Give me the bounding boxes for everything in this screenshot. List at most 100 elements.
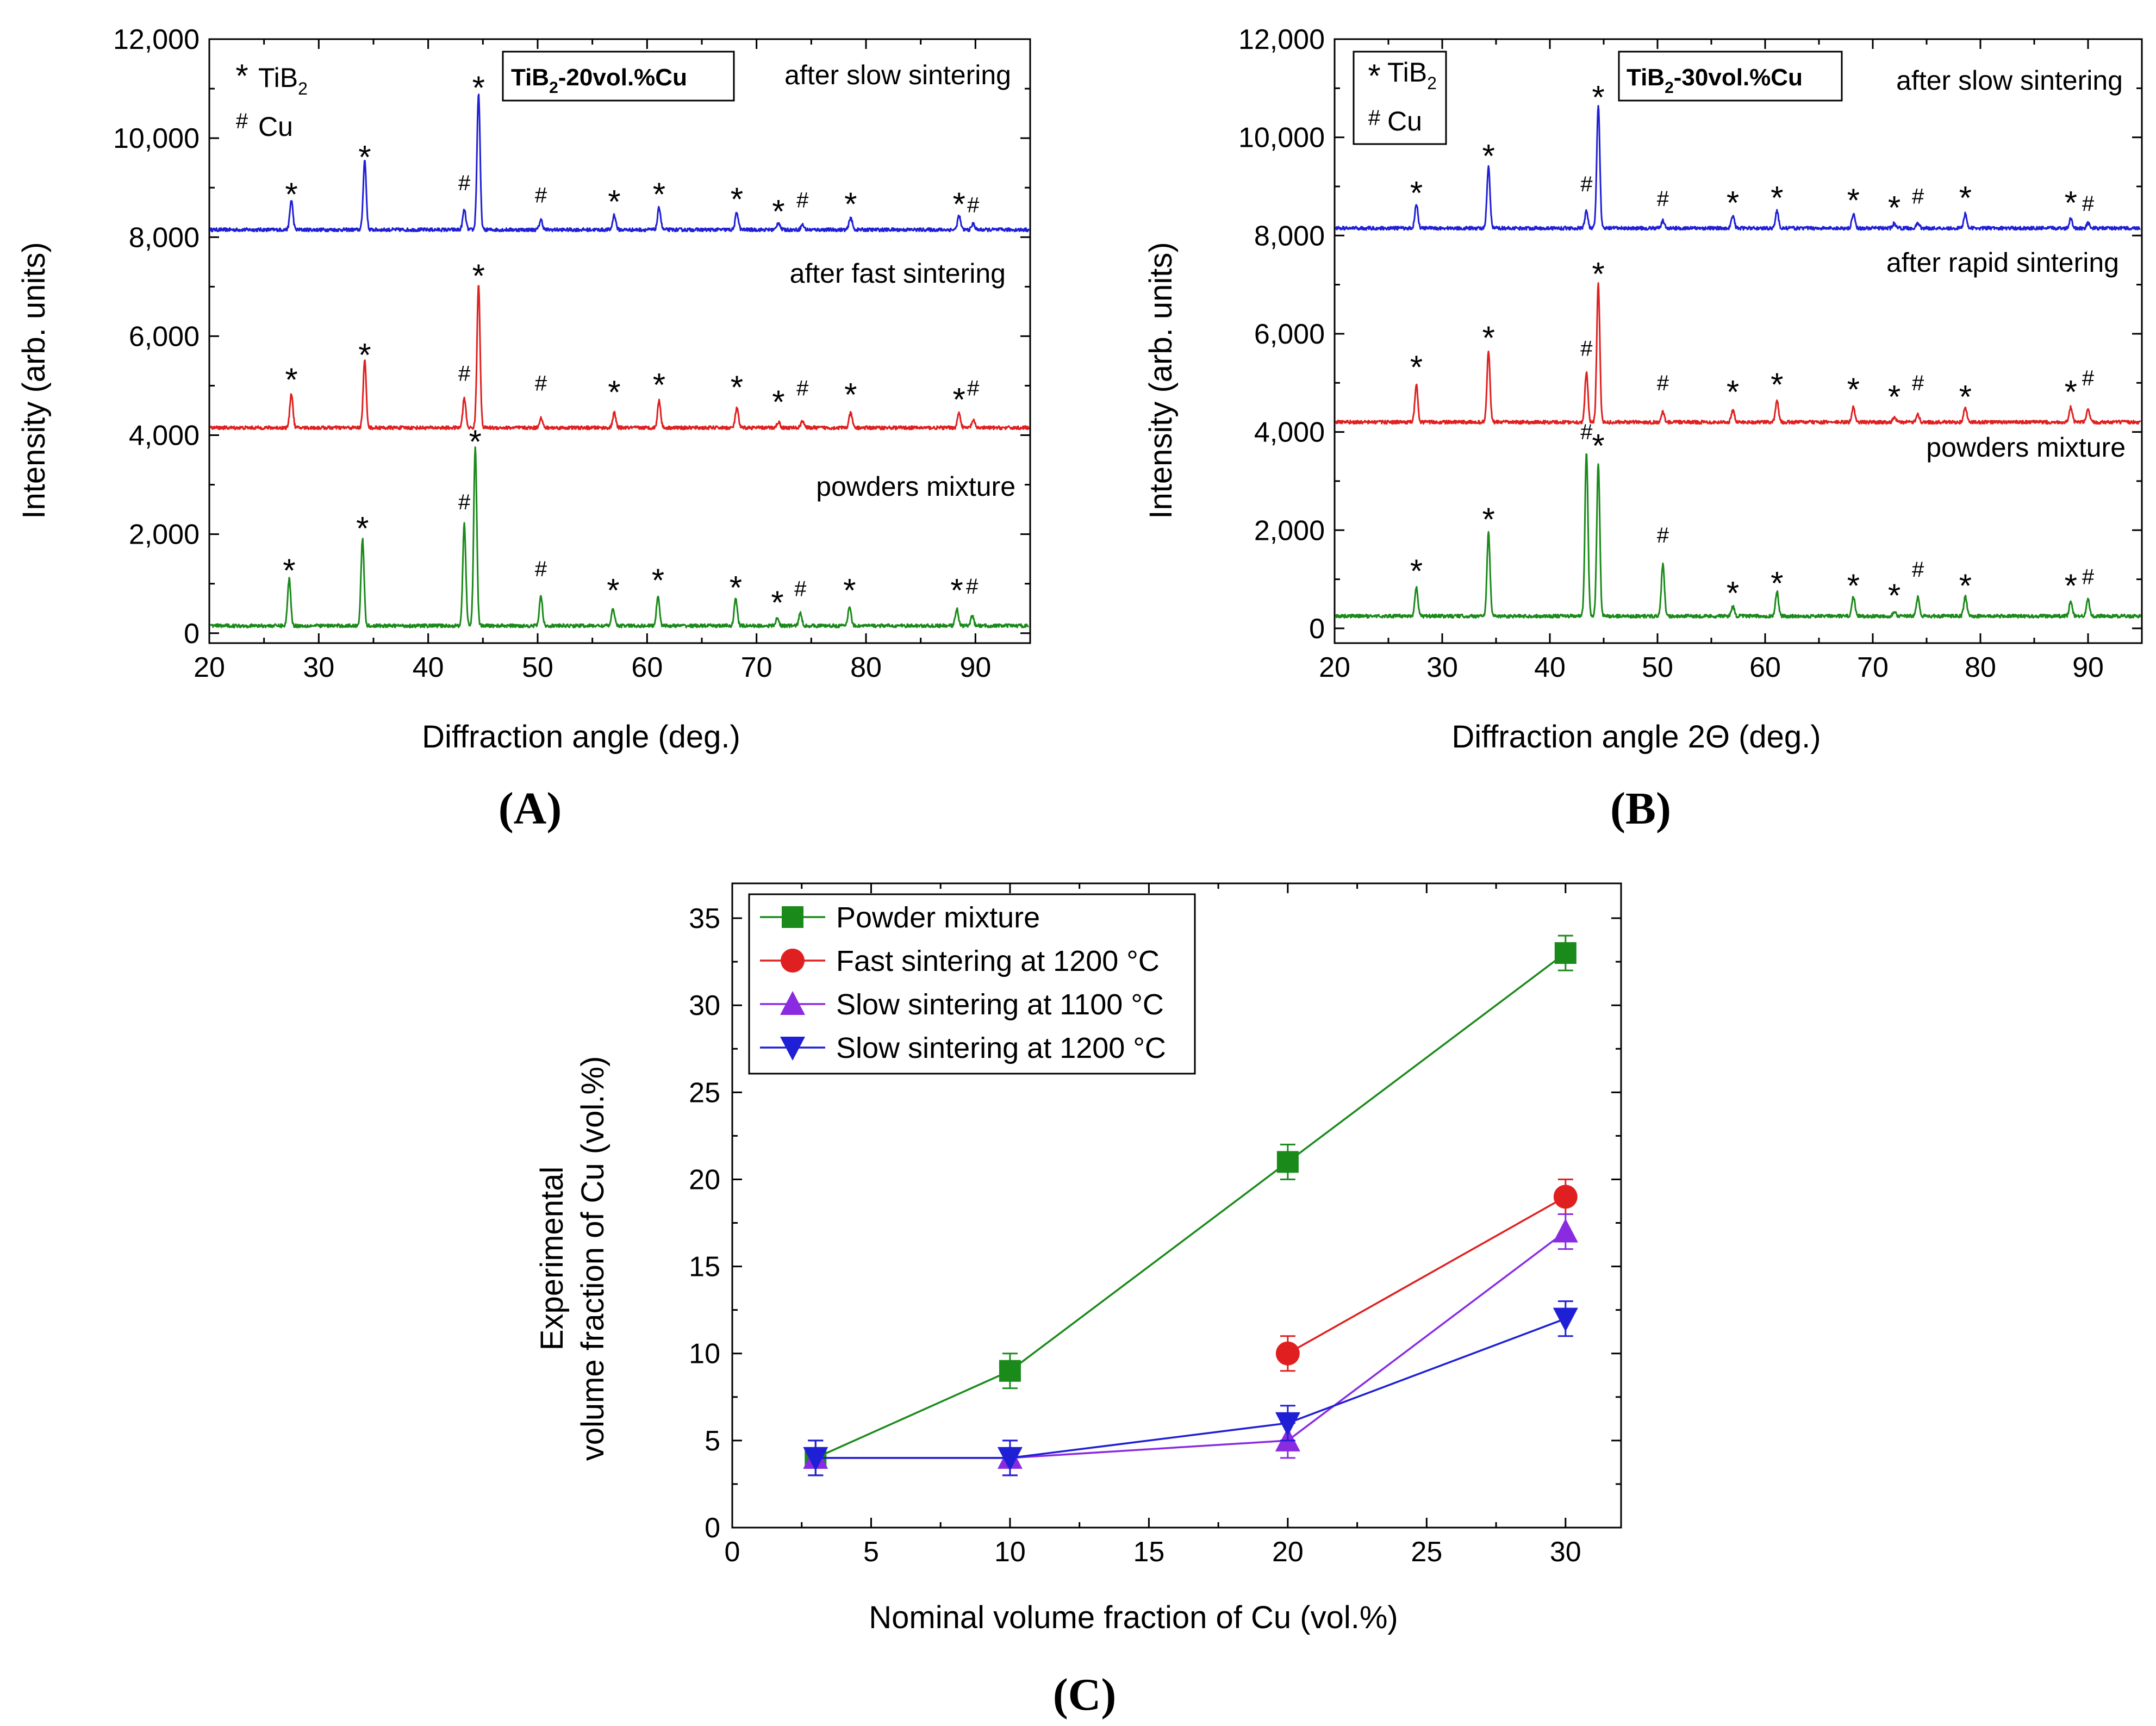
series-line-1 (1287, 1195, 1566, 1355)
cu-peak-marker: # (1912, 558, 1924, 582)
data-point (997, 1447, 1023, 1471)
tib2-peak-marker: * (731, 369, 743, 406)
x-tick-label: 25 (1411, 1536, 1442, 1568)
legend-entry: Fast sintering at 1200 °C (836, 945, 1160, 977)
data-point (1553, 1218, 1578, 1243)
y-tick-label: 12,000 (1238, 24, 1325, 55)
panel-label-b: (B) (1610, 783, 1671, 834)
chart-panel-b: 20 30 40 50 60 70 80 90 0 2,000 4,000 6,000 8,000 10,… (1143, 24, 2143, 834)
x-tick-label: 90 (959, 652, 991, 683)
legend-marker (780, 991, 805, 1015)
y-tick-label: 0 (1309, 613, 1325, 645)
tib2-peak-marker: * (1592, 428, 1604, 464)
series-label: powders mixture (1926, 432, 2126, 463)
tib2-peak-marker: * (772, 384, 784, 420)
x-tick-label: 80 (1965, 652, 1996, 683)
tib2-peak-marker: * (608, 374, 620, 410)
cu-peak-marker: # (458, 362, 471, 385)
tib2-peak-marker: * (608, 183, 620, 220)
legend-box (748, 893, 1196, 1075)
sample-label-prefix: TiB (511, 64, 549, 91)
tib2-peak-marker: * (1592, 79, 1604, 115)
data-point (1275, 1412, 1300, 1436)
y-tick-label: 25 (689, 1077, 720, 1108)
tib2-peak-marker: * (285, 176, 297, 213)
legend-tib2-text: TiB (1387, 57, 1427, 88)
tib2-peak-marker: * (1482, 501, 1494, 538)
plot-frame (1334, 38, 2143, 644)
tib2-peak-marker: * (1771, 180, 1783, 216)
tib2-peak-marker: * (1771, 565, 1783, 602)
cu-peak-marker: # (796, 189, 809, 213)
cu-peak-marker: # (1912, 185, 1924, 209)
x-axis-title: Diffraction angle (deg.) (422, 719, 740, 755)
data-point (1553, 1185, 1578, 1209)
data-point (1553, 1307, 1578, 1332)
legend-tib2-label: TiB2 (1387, 57, 1437, 93)
series-label: after slow sintering (1896, 65, 2123, 96)
x-tick-label: 50 (1642, 652, 1673, 683)
cu-peak-marker: # (2082, 192, 2095, 216)
tib2-peak-marker: * (731, 181, 743, 217)
tib2-peak-marker: * (843, 572, 856, 608)
x-tick-label: 80 (850, 652, 882, 683)
x-tick-label: 20 (194, 652, 225, 683)
tib2-peak-marker: * (1959, 568, 1972, 604)
tib2-peak-marker: * (1888, 378, 1900, 415)
cu-peak-marker: # (967, 377, 980, 401)
legend-cu-symbol: # (1368, 106, 1381, 130)
cu-peak-marker: # (535, 372, 547, 396)
y-tick-label: 4,000 (129, 420, 200, 452)
sample-label: TiB2-20vol.%Cu (511, 64, 687, 97)
legend-cu-symbol: # (236, 109, 248, 133)
y-tick-label: 5 (705, 1425, 720, 1457)
series-label: powders mixture (816, 471, 1015, 502)
legend-entry: Powder mixture (836, 901, 1040, 934)
y-tick-label: 15 (689, 1251, 720, 1283)
tib2-peak-marker: * (358, 139, 371, 175)
x-tick-label: 5 (863, 1536, 879, 1568)
cu-peak-marker: # (458, 171, 471, 195)
tib2-peak-marker: * (1959, 378, 1972, 415)
series-label: after slow sintering (784, 60, 1011, 90)
sample-label-suffix: -30vol.%Cu (1674, 64, 1803, 91)
tib2-peak-marker: * (1959, 180, 1972, 216)
y-axis-title: Intensity (arb. units) (1143, 242, 1179, 519)
legend-tib2-label: TiB2 (258, 63, 308, 98)
tib2-peak-marker: * (2065, 568, 2077, 604)
tib2-peak-marker: * (1482, 320, 1494, 356)
tib2-peak-marker: * (285, 362, 297, 398)
series-line-3 (815, 1318, 1566, 1459)
x-tick-label: 30 (1550, 1536, 1581, 1568)
x-tick-label: 20 (1272, 1536, 1304, 1568)
xrd-trace-2 (209, 446, 1029, 628)
cu-peak-marker: # (966, 575, 979, 599)
sample-label: TiB2-30vol.%Cu (1627, 64, 1803, 97)
cu-peak-marker: # (535, 557, 547, 581)
cu-peak-marker: # (1580, 172, 1593, 196)
y-tick-label: 4,000 (1254, 417, 1325, 448)
y-tick-label: 6,000 (129, 321, 200, 352)
legend-marker (782, 906, 803, 928)
cu-peak-marker: # (1580, 420, 1593, 444)
chart-panel-a: 20 30 40 50 60 70 80 90 0 2,000 4,000 6,000 8,000 10,… (16, 24, 1031, 834)
x-tick-label: 40 (413, 652, 444, 683)
x-tick-label: 0 (725, 1536, 740, 1568)
cu-peak-marker: # (796, 377, 809, 401)
tib2-peak-marker: * (844, 377, 857, 413)
tib2-peak-marker: * (844, 186, 857, 222)
legend-cu-label: Cu (258, 111, 293, 142)
y-tick-label: 6,000 (1254, 319, 1325, 350)
tib2-peak-marker: * (1410, 553, 1423, 589)
tib2-peak-marker: * (1410, 349, 1423, 385)
cu-peak-marker: # (1657, 524, 1669, 547)
xrd-trace-1 (1335, 282, 2141, 425)
panel-label-c: (C) (1053, 1669, 1117, 1720)
x-tick-label: 60 (631, 652, 663, 683)
legend-entry: Slow sintering at 1100 °C (836, 988, 1164, 1021)
y-tick-label: 10,000 (1238, 122, 1325, 154)
legend-tib2-text: TiB (258, 63, 298, 93)
data-point (999, 1360, 1021, 1382)
tib2-peak-marker: * (472, 70, 485, 106)
sample-label-subscript: 2 (1665, 79, 1674, 97)
